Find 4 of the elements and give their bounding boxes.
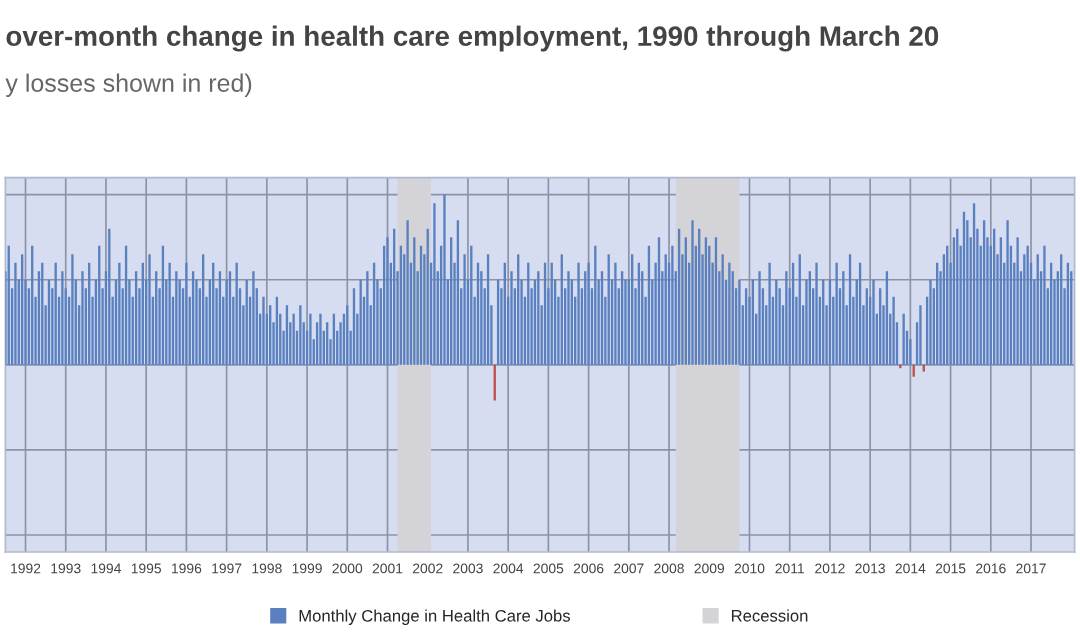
chart-title: over-month change in health care employment, 1990 through March 20 [6, 25, 939, 52]
legend-label: Recession [731, 609, 808, 622]
legend-label: Monthly Change in Health Care Jobs [299, 609, 571, 625]
chart-subtitle: y losses shown in red) [5, 73, 252, 97]
